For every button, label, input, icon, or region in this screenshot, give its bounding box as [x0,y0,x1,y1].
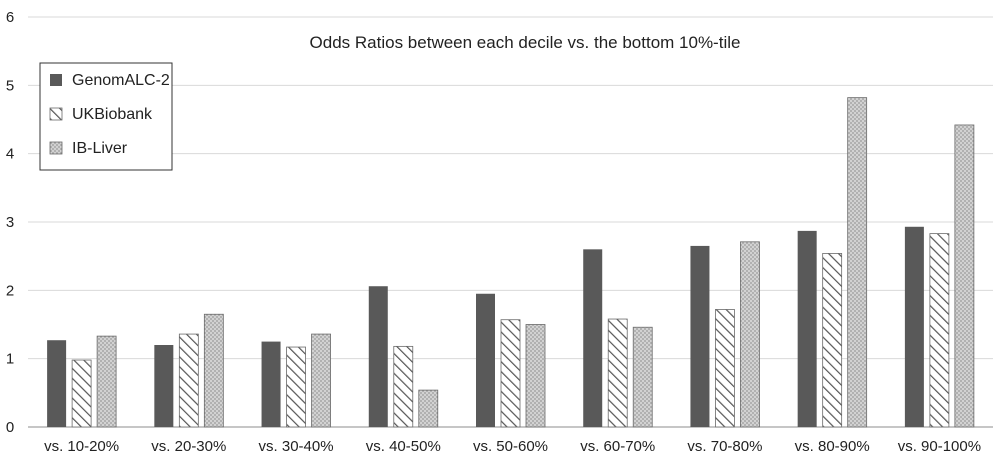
legend-swatch-ukbiobank [49,107,63,121]
bar-genomalc-2 [476,293,495,427]
x-tick-label: vs. 80-90% [795,438,870,455]
x-tick-label: vs. 20-30% [151,438,226,455]
bar-ib-liver [311,333,331,428]
bar-ukbiobank [929,233,950,428]
x-tick-label: vs. 90-100% [898,438,981,455]
legend-label-ib-liver: IB-Liver [72,140,128,157]
bar-ib-liver [632,326,653,428]
y-tick-label: 2 [6,282,14,299]
bar-genomalc-2 [904,226,924,427]
x-tick-label: vs. 30-40% [259,438,334,455]
bar-genomalc-2 [47,340,67,427]
bar-ib-liver [418,389,439,428]
bar-ib-liver [525,324,546,428]
x-tick-label: vs. 40-50% [366,438,441,455]
bar-ukbiobank [500,319,521,428]
bar-ib-liver [740,241,760,428]
x-tick-label: vs. 70-80% [687,438,762,455]
bar-ib-liver [954,124,975,428]
chart-title: Odds Ratios between each decile vs. the … [310,33,741,52]
bar-genomalc-2 [690,245,710,427]
x-tick-label: vs. 60-70% [580,438,655,455]
y-tick-label: 1 [6,351,14,368]
legend-label-genomalc-2: GenomALC-2 [72,72,170,89]
y-axis-ticks: 0 1 2 3 4 5 6 [6,9,14,436]
x-tick-label: vs. 10-20% [44,438,119,455]
bar-genomalc-2 [368,286,388,427]
bar-ukbiobank [822,253,843,428]
y-tick-label: 3 [6,214,14,231]
legend: GenomALC-2 UKBiobank IB-Liver [39,62,173,171]
bar-ukbiobank [178,333,199,428]
y-tick-label: 5 [6,77,14,94]
y-tick-label: 6 [6,9,14,26]
bar-ib-liver [96,335,117,428]
legend-label-ukbiobank: UKBiobank [72,106,153,123]
bar-ib-liver [847,97,868,428]
y-tick-label: 0 [6,419,14,436]
bar-ukbiobank [286,346,306,428]
x-axis-ticks: vs. 10-20% vs. 20-30% vs. 30-40% vs. 40-50%… [44,438,981,455]
bar-ukbiobank [607,318,628,428]
legend-swatch-ib-liver [49,141,63,155]
bar-ukbiobank [715,309,735,428]
y-tick-label: 4 [6,146,14,163]
bar-ukbiobank [393,345,414,428]
bar-genomalc-2 [261,341,281,427]
bar-genomalc-2 [154,345,174,427]
x-tick-label: vs. 50-60% [473,438,548,455]
bar-ukbiobank [71,359,92,428]
bar-genomalc-2 [583,249,603,427]
bars [47,97,975,428]
bar-ib-liver [203,313,224,428]
bar-genomalc-2 [797,230,817,427]
legend-swatch-genomalc-2 [50,74,62,86]
